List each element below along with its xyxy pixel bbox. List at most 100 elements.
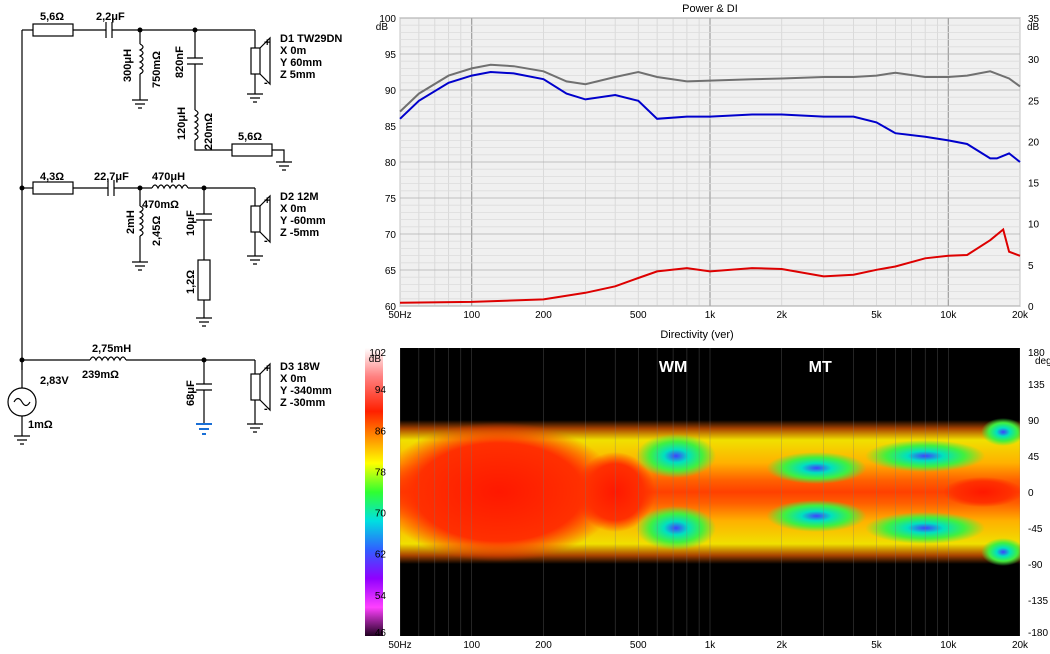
color-scale-tick: 78	[375, 467, 387, 478]
y2-tick-label: 0	[1028, 302, 1034, 313]
d1-plus: +	[264, 37, 270, 49]
color-scale-tick: 54	[375, 591, 387, 602]
x-tick-label: 100	[463, 310, 480, 321]
r1-label: 5,6Ω	[40, 11, 64, 23]
d2-name: D2 12M	[280, 191, 319, 203]
low-level-region	[766, 500, 867, 532]
color-scale-tick: 94	[375, 385, 387, 396]
series-line-2	[399, 227, 1021, 304]
color-scale-tick: 86	[375, 426, 387, 437]
d2-z: Z -5mm	[280, 227, 319, 239]
y2-tick-label: 35	[1028, 14, 1040, 25]
l2-label: 120μH	[176, 107, 188, 140]
angle-tick-label: -90	[1028, 560, 1043, 571]
low-level-region	[981, 538, 1020, 566]
x-tick-label: 50Hz	[388, 310, 411, 321]
series-line-1	[399, 70, 1021, 163]
y2-tick-label: 5	[1028, 261, 1034, 272]
directivity-chart: Directivity (ver) dB deg WM MT 102 94 86 78 7…	[365, 329, 1050, 651]
color-scale-unit: dB	[369, 354, 382, 365]
x-tick-label: 5k	[871, 640, 883, 651]
x-tick-label: 10k	[940, 640, 957, 651]
d1-z: Z 5mm	[280, 69, 316, 81]
angle-tick-label: -135	[1028, 596, 1048, 607]
d1-minus: -	[264, 77, 268, 89]
d2-minus: -	[264, 235, 268, 247]
angle-tick-label: -45	[1028, 524, 1043, 535]
y-tick-label: 70	[385, 230, 397, 241]
c3-label: 22,7μF	[94, 171, 129, 183]
power-di-title: Power & DI	[682, 3, 738, 15]
l4-label: 2mH	[125, 210, 137, 234]
y-tick-label: 60	[385, 302, 397, 313]
d3-y: Y -340mm	[280, 385, 332, 397]
d1-x: X 0m	[280, 45, 307, 57]
power-di-chart: Power & DI dB dB 50Hz 100 200 500 1k 2k 5k 10k 2…	[376, 3, 1040, 321]
low-level-region	[636, 506, 717, 550]
d1-y: Y 60mm	[280, 57, 322, 69]
y-tick-label: 75	[385, 194, 397, 205]
angle-tick-label: 180	[1028, 348, 1045, 359]
annotation-label: MT	[809, 359, 832, 376]
y-tick-label: 100	[379, 14, 396, 25]
c2-label: 820nF	[174, 46, 186, 78]
x-tick-label: 100	[463, 640, 480, 651]
d3-name: D3 18W	[280, 361, 320, 373]
power-di-right-unit: dB	[1027, 22, 1040, 33]
angle-tick-label: 0	[1028, 488, 1034, 499]
x-tick-label: 500	[630, 640, 647, 651]
low-level-region	[636, 434, 717, 478]
y2-tick-label: 30	[1028, 55, 1040, 66]
d2-x: X 0m	[280, 203, 307, 215]
l1r-label: 750mΩ	[151, 51, 163, 88]
y-tick-label: 80	[385, 158, 397, 169]
x-tick-label: 20k	[1012, 640, 1029, 651]
y2-tick-label: 15	[1028, 179, 1040, 190]
y2-tick-label: 20	[1028, 137, 1040, 148]
color-scale-tick: 62	[375, 550, 387, 561]
x-tick-label: 200	[535, 640, 552, 651]
x-tick-label: 1k	[705, 640, 717, 651]
x-tick-label: 2k	[776, 640, 788, 651]
angle-tick-label: 90	[1028, 416, 1040, 427]
angle-tick-label: 135	[1028, 380, 1045, 391]
crossover-schematic: 5,6Ω 2,2μF 300μH 750mΩ 820nF 120μH 220mΩ…	[7, 11, 342, 445]
x-tick-label: 2k	[776, 310, 788, 321]
source-resistance: 1mΩ	[28, 419, 53, 431]
hot-region	[400, 422, 619, 562]
c1-label: 2,2μF	[96, 11, 125, 23]
l5-label: 2,75mH	[92, 343, 131, 355]
color-scale-bar	[365, 348, 383, 636]
low-level-region	[981, 418, 1020, 446]
r3-label: 4,3Ω	[40, 171, 64, 183]
c5-label: 68μF	[185, 380, 197, 406]
directivity-title: Directivity (ver)	[660, 329, 733, 341]
color-scale-tick: 102	[369, 348, 386, 359]
x-tick-label: 20k	[1012, 310, 1029, 321]
l4r-label: 2,45Ω	[151, 216, 163, 246]
l5r-label: 239mΩ	[82, 369, 119, 381]
l1-label: 300μH	[122, 49, 134, 82]
d1-name: D1 TW29DN	[280, 33, 342, 45]
y-tick-label: 90	[385, 86, 397, 97]
series-line-0	[399, 63, 1021, 113]
hot-region	[943, 477, 1020, 507]
color-scale-tick: 70	[375, 509, 387, 520]
d3-minus: -	[264, 403, 268, 415]
d2-y: Y -60mm	[280, 215, 326, 227]
d2-plus: +	[264, 195, 270, 207]
power-di-left-unit: dB	[376, 22, 389, 33]
color-scale-tick: 46	[375, 628, 387, 639]
y2-tick-label: 10	[1028, 220, 1040, 231]
x-tick-label: 5k	[871, 310, 883, 321]
x-tick-label: 200	[535, 310, 552, 321]
d3-plus: +	[264, 363, 270, 375]
x-tick-label: 500	[630, 310, 647, 321]
c4-label: 10μF	[185, 210, 197, 236]
y2-tick-label: 25	[1028, 96, 1040, 107]
l3-label: 470μH	[152, 171, 185, 183]
y-tick-label: 65	[385, 266, 397, 277]
angle-tick-label: -180	[1028, 628, 1048, 639]
x-tick-label: 50Hz	[388, 640, 411, 651]
angle-tick-label: 45	[1028, 452, 1040, 463]
